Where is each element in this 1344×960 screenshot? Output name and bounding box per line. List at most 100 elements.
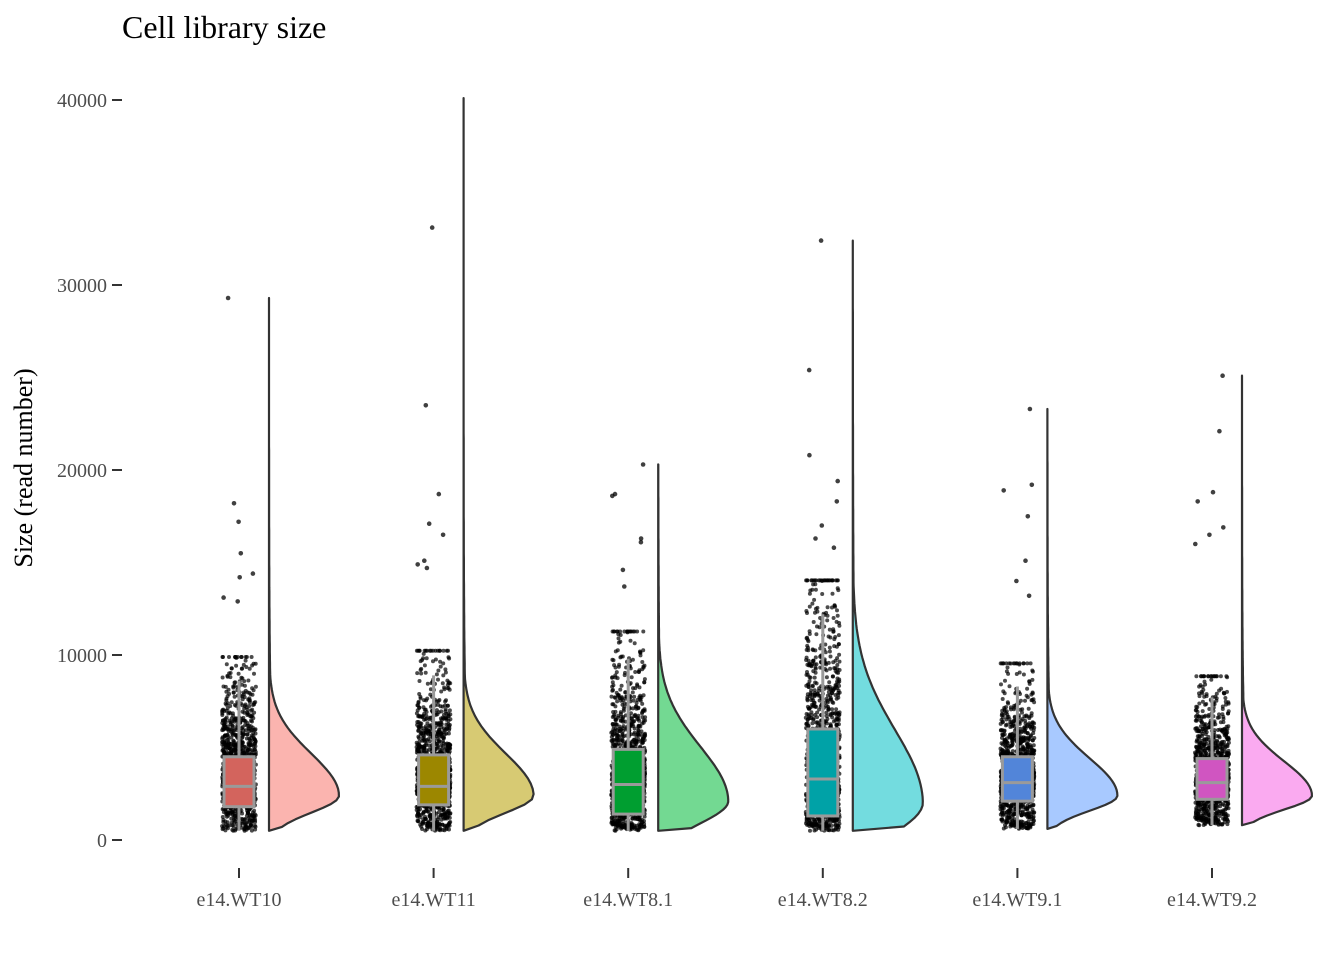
data-point xyxy=(829,578,834,583)
data-point xyxy=(809,710,814,715)
data-point xyxy=(425,681,430,686)
data-point xyxy=(1223,696,1228,700)
data-point xyxy=(415,742,420,747)
data-point xyxy=(631,686,635,691)
data-point xyxy=(225,820,230,825)
data-point xyxy=(447,727,452,732)
data-point xyxy=(1024,821,1029,825)
data-point xyxy=(630,657,635,662)
data-point xyxy=(615,738,620,743)
data-point xyxy=(240,666,245,671)
data-point xyxy=(836,695,841,700)
data-point xyxy=(640,741,645,746)
data-point xyxy=(642,680,647,685)
data-point xyxy=(615,728,619,732)
data-point xyxy=(643,715,648,720)
data-point xyxy=(629,711,633,716)
data-point xyxy=(233,655,238,659)
data-point xyxy=(448,717,453,722)
data-point xyxy=(246,678,251,683)
data-point xyxy=(1025,731,1030,736)
data-point xyxy=(1019,729,1024,734)
data-point xyxy=(613,649,618,654)
data-point xyxy=(831,818,835,822)
data-point xyxy=(807,679,812,684)
data-point xyxy=(439,709,444,714)
data-point xyxy=(610,688,615,693)
data-point xyxy=(1009,707,1013,712)
data-point xyxy=(1021,805,1026,810)
data-point xyxy=(610,715,615,719)
data-point xyxy=(810,684,815,689)
data-point xyxy=(240,703,245,708)
data-point xyxy=(230,823,235,828)
data-point xyxy=(812,700,817,705)
data-point xyxy=(234,827,238,832)
data-point xyxy=(445,815,450,820)
data-point xyxy=(609,815,614,820)
data-point xyxy=(249,718,253,723)
data-point xyxy=(417,815,422,820)
data-point xyxy=(220,807,225,812)
data-point xyxy=(1001,689,1006,694)
data-point xyxy=(423,670,428,675)
data-point xyxy=(438,659,443,664)
data-point xyxy=(615,818,620,823)
data-point xyxy=(641,629,646,634)
data-point xyxy=(621,719,625,724)
data-point xyxy=(1024,826,1029,831)
data-point xyxy=(416,734,421,739)
data-point xyxy=(642,677,647,682)
data-point xyxy=(811,620,816,624)
data-point xyxy=(1026,706,1031,711)
data-point xyxy=(832,637,837,642)
data-point xyxy=(611,658,616,663)
data-point xyxy=(240,735,245,740)
data-point xyxy=(1011,823,1016,828)
data-point xyxy=(426,728,431,733)
data-point xyxy=(1026,750,1031,755)
data-point xyxy=(808,675,813,680)
outlier-point xyxy=(1027,406,1033,412)
data-point xyxy=(417,714,422,719)
data-point xyxy=(1005,715,1010,720)
data-point xyxy=(443,670,448,675)
data-point xyxy=(805,670,809,674)
data-point xyxy=(812,817,817,822)
data-point xyxy=(817,578,821,583)
box xyxy=(222,755,256,809)
outlier-point xyxy=(819,523,825,528)
data-point xyxy=(225,694,230,699)
data-point xyxy=(829,688,834,693)
data-point xyxy=(1012,724,1017,729)
data-point xyxy=(228,810,233,815)
data-point xyxy=(421,809,426,814)
data-point xyxy=(825,618,830,623)
data-point xyxy=(999,682,1003,687)
data-point xyxy=(1008,820,1013,824)
data-point xyxy=(253,824,258,829)
data-point xyxy=(632,726,637,731)
data-point xyxy=(247,729,252,734)
data-point xyxy=(815,715,820,720)
data-point xyxy=(422,745,426,750)
data-point xyxy=(421,651,426,656)
data-point xyxy=(229,735,234,740)
data-point xyxy=(610,680,615,685)
data-point xyxy=(628,666,633,671)
data-point xyxy=(825,605,830,610)
data-point xyxy=(232,728,237,733)
data-point xyxy=(1004,661,1009,666)
data-point xyxy=(251,744,256,749)
data-point xyxy=(613,675,618,680)
y-tick-label: 0 xyxy=(97,830,107,852)
data-point xyxy=(443,703,447,708)
data-point xyxy=(835,717,840,722)
data-point xyxy=(418,668,423,672)
data-point xyxy=(1014,672,1019,676)
data-point xyxy=(240,709,245,714)
data-point xyxy=(1000,697,1005,701)
data-point xyxy=(808,588,813,593)
group-e14.WT11 xyxy=(414,97,535,833)
data-point xyxy=(438,664,443,669)
